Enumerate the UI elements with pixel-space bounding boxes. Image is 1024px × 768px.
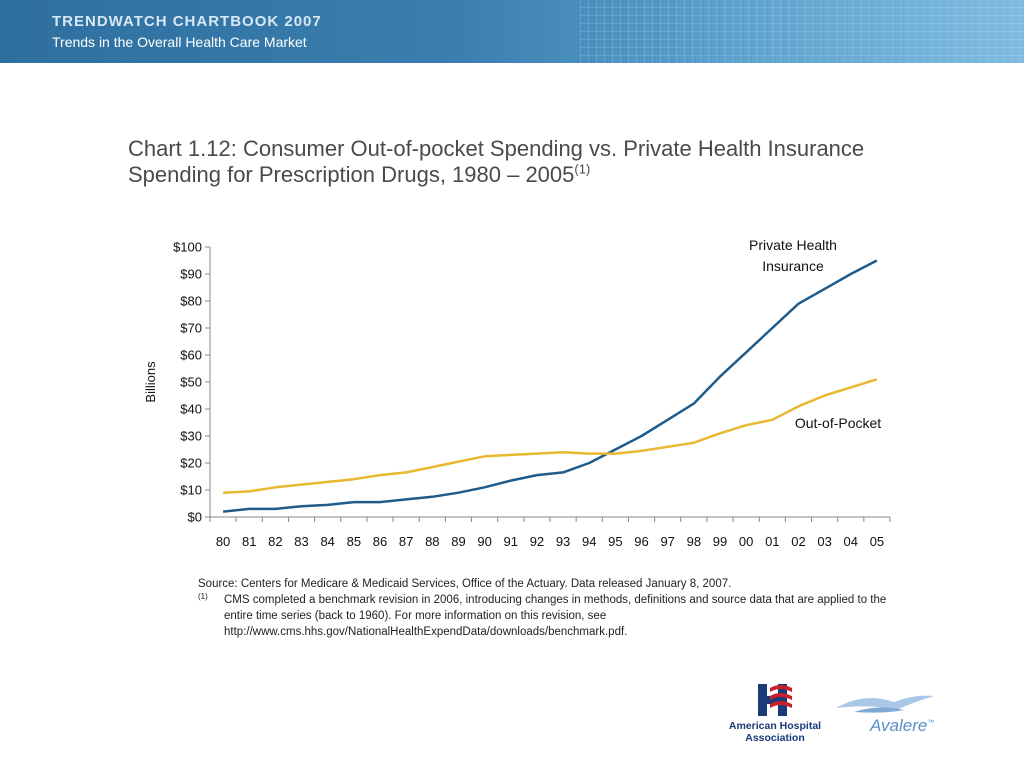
header-banner: TRENDWATCH CHARTBOOK 2007 Trends in the … — [0, 0, 1024, 63]
banner-title: TRENDWATCH CHARTBOOK 2007 — [52, 13, 322, 30]
aha-name-line1: American Hospital — [728, 720, 822, 732]
series-line-0 — [222, 259, 878, 513]
x-tick-label: 85 — [347, 534, 361, 549]
y-axis-label: Billions — [143, 361, 158, 403]
x-tick-label: 03 — [817, 534, 831, 549]
y-tick-label: $30 — [180, 429, 202, 444]
x-tick-label: 91 — [504, 534, 518, 549]
series-label-private-line2: Insurance — [762, 258, 824, 274]
x-tick-label: 89 — [451, 534, 465, 549]
y-tick-label: $20 — [180, 456, 202, 471]
chart-title-text: Chart 1.12: Consumer Out-of-pocket Spend… — [128, 136, 865, 187]
aha-flag-icon — [758, 684, 792, 716]
footnotes: Source: Centers for Medicare & Medicaid … — [198, 576, 898, 640]
aha-logo: American Hospital Association — [722, 682, 828, 746]
x-tick-label: 86 — [373, 534, 387, 549]
x-tick-label: 93 — [556, 534, 570, 549]
x-tick-label: 92 — [530, 534, 544, 549]
x-tick-label: 95 — [608, 534, 622, 549]
chart-title: Chart 1.12: Consumer Out-of-pocket Spend… — [128, 136, 888, 188]
series-label-out-of-pocket: Out-of-Pocket — [795, 415, 881, 431]
x-tick-label: 05 — [870, 534, 884, 549]
x-tick-label: 80 — [216, 534, 230, 549]
y-tick-label: $40 — [180, 402, 202, 417]
avalere-bird-icon — [836, 695, 934, 713]
banner-subtitle: Trends in the Overall Health Care Market — [52, 34, 307, 50]
chart-title-superscript: (1) — [574, 161, 591, 177]
y-tick-label: $50 — [180, 375, 202, 390]
x-tick-label: 90 — [477, 534, 491, 549]
avalere-trademark: ™ — [927, 719, 935, 727]
x-tick-label: 99 — [713, 534, 727, 549]
x-tick-label: 88 — [425, 534, 439, 549]
series-line-1 — [223, 378, 878, 494]
x-tick-label: 02 — [791, 534, 805, 549]
x-tick-label: 83 — [294, 534, 308, 549]
x-tick-label: 87 — [399, 534, 413, 549]
y-tick-label: $70 — [180, 321, 202, 336]
x-tick-label: 84 — [320, 534, 334, 549]
y-tick-label: $0 — [188, 510, 202, 525]
x-tick-label: 97 — [660, 534, 674, 549]
y-tick-label: $10 — [180, 483, 202, 498]
x-tick-label: 98 — [687, 534, 701, 549]
x-tick-label: 01 — [765, 534, 779, 549]
y-tick-label: $100 — [173, 240, 202, 255]
footnote-mark: (1) — [198, 592, 208, 601]
x-tick-label: 82 — [268, 534, 282, 549]
y-tick-label: $60 — [180, 348, 202, 363]
series-label-private-line1: Private Health — [749, 237, 837, 253]
x-tick-label: 81 — [242, 534, 256, 549]
x-tick-label: 04 — [844, 534, 858, 549]
x-tick-label: 00 — [739, 534, 753, 549]
banner-pattern — [580, 0, 1024, 63]
x-tick-label: 94 — [582, 534, 596, 549]
y-tick-label: $90 — [180, 267, 202, 282]
x-tick-label: 96 — [634, 534, 648, 549]
footnote-text: CMS completed a benchmark revision in 20… — [224, 594, 887, 638]
aha-name-line2: Association — [745, 732, 805, 744]
avalere-name: Avalere — [870, 716, 928, 735]
y-tick-label: $80 — [180, 294, 202, 309]
source-note: Source: Centers for Medicare & Medicaid … — [198, 578, 732, 590]
avalere-logo: Avalere™ — [834, 690, 944, 740]
